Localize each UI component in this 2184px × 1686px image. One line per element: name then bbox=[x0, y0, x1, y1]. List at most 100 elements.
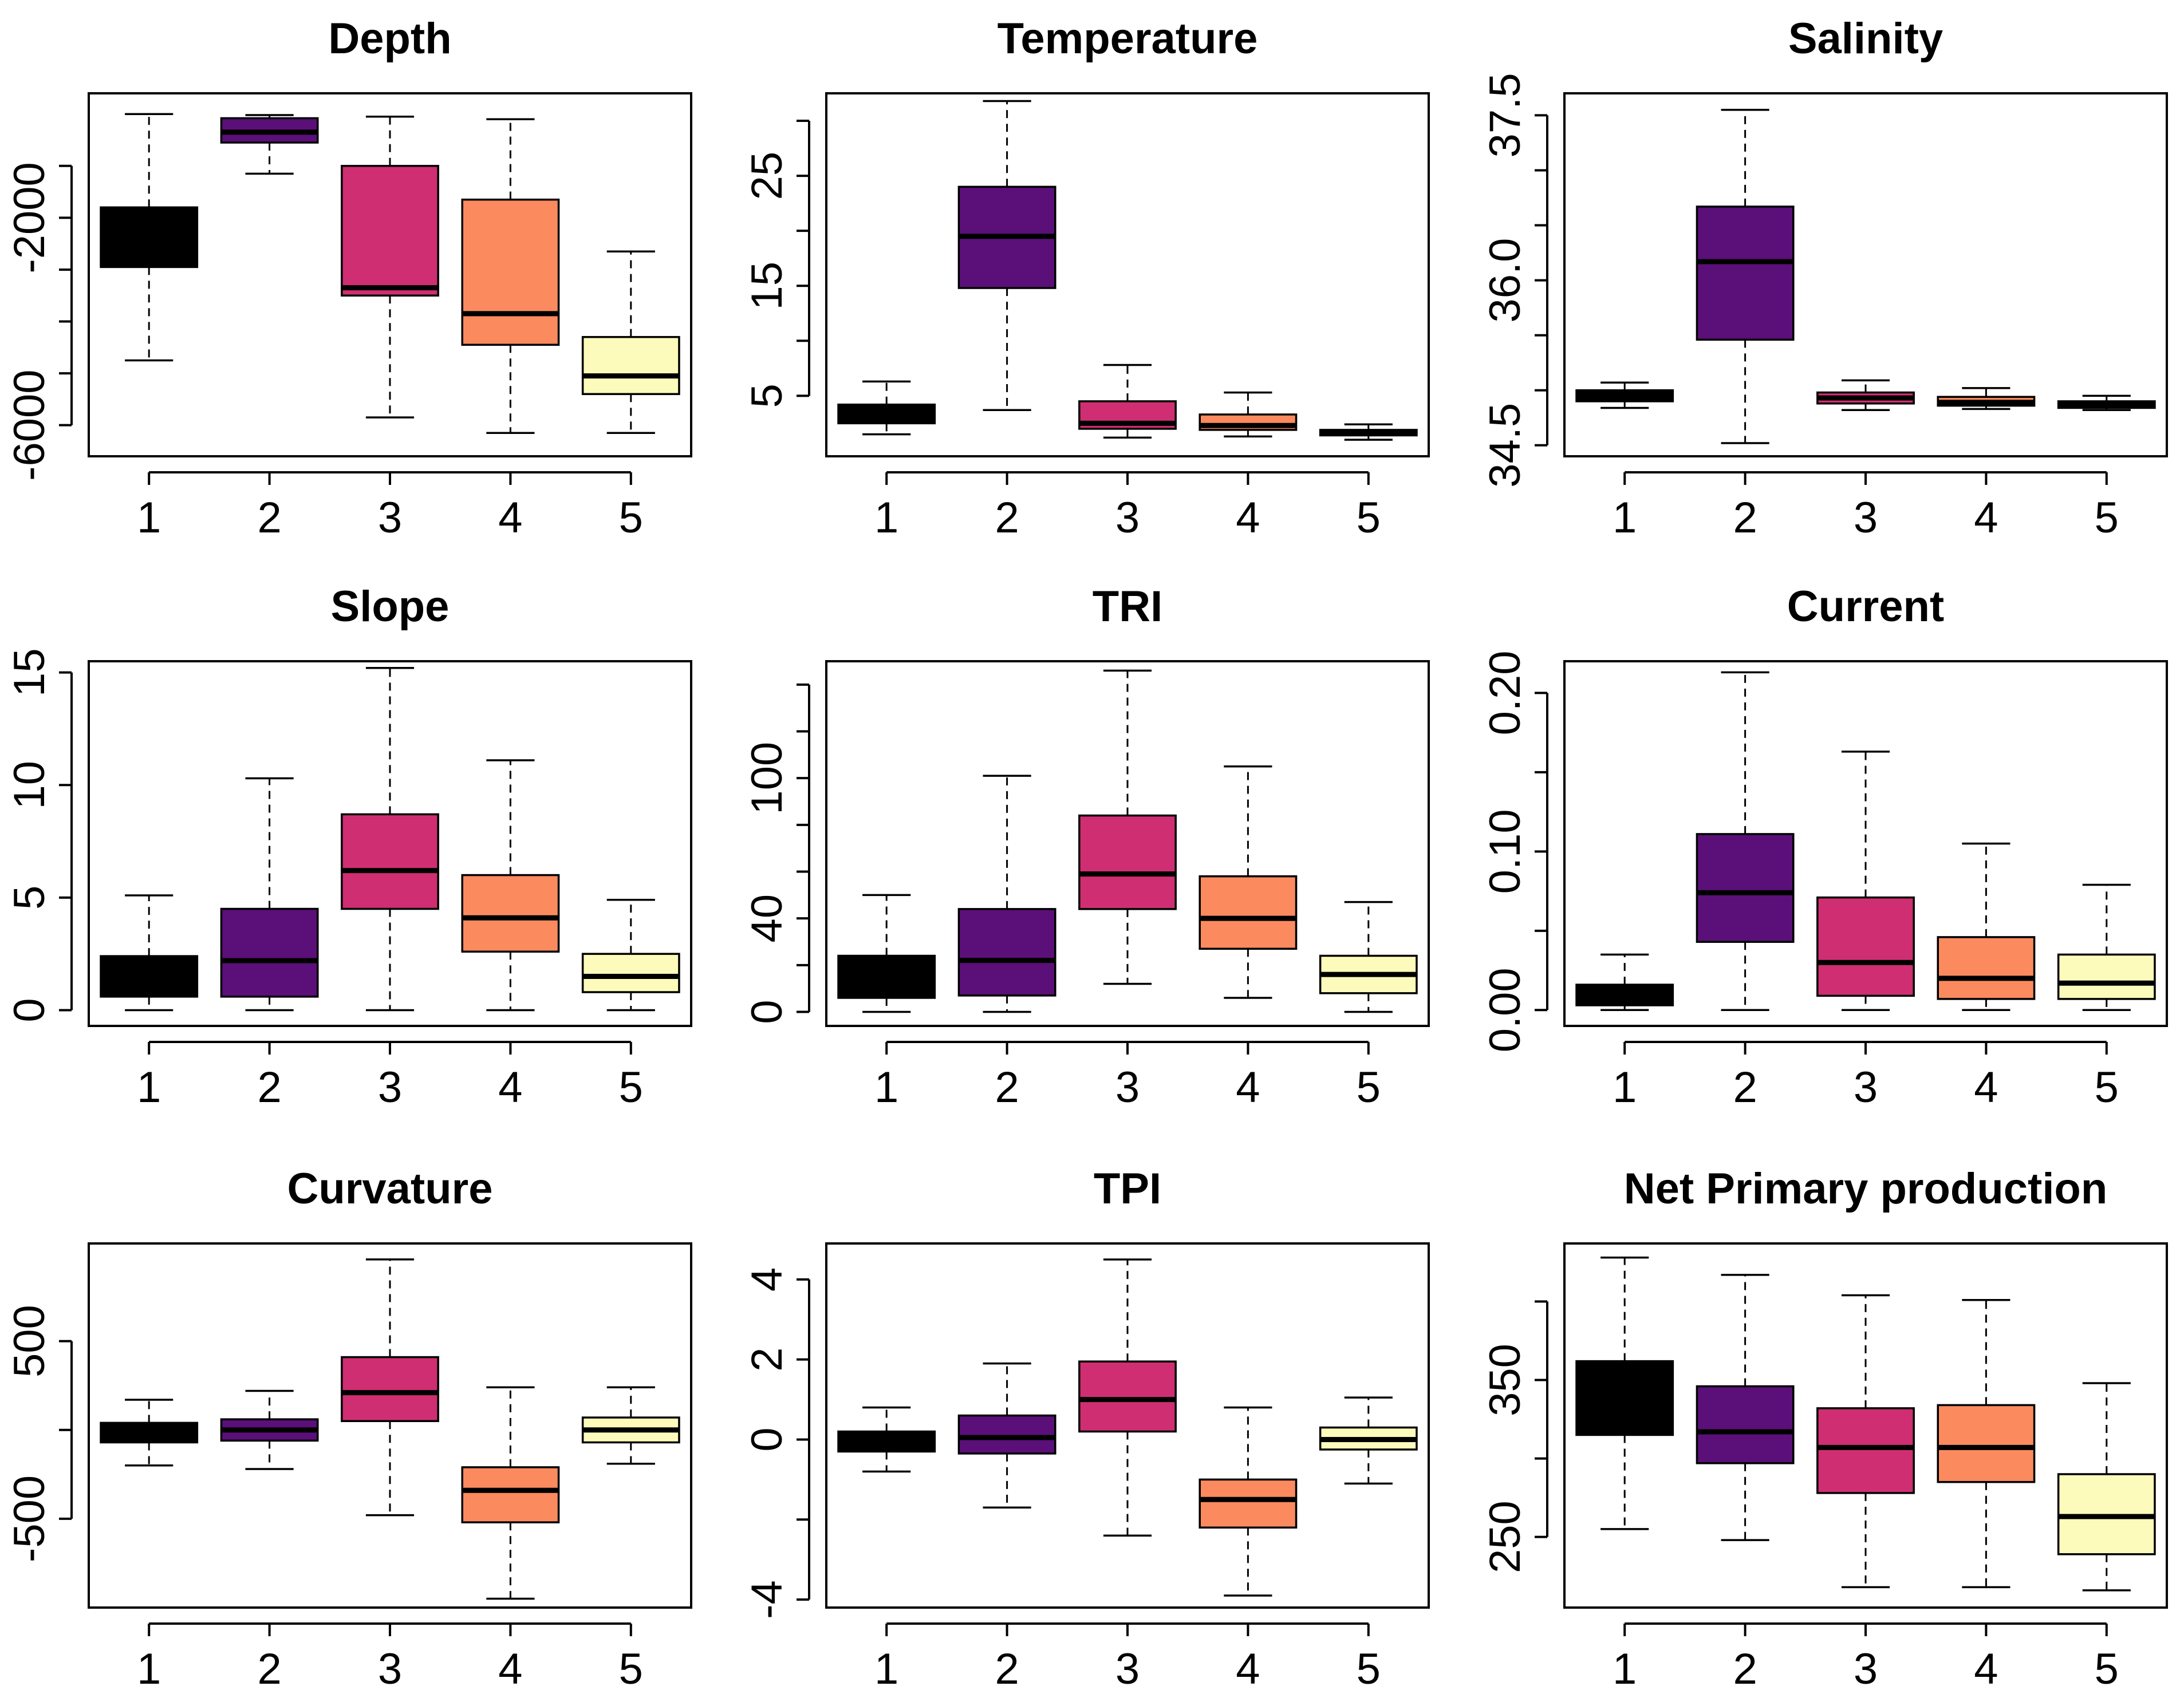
x-tick-label: 4 bbox=[1974, 1645, 1998, 1686]
x-tick-label: 4 bbox=[1974, 1063, 1998, 1112]
panel-title: Curvature bbox=[287, 1164, 493, 1213]
y-tick-label: 0.00 bbox=[1481, 968, 1529, 1052]
x-tick-label: 1 bbox=[137, 1645, 161, 1686]
y-tick-label: -4 bbox=[743, 1580, 791, 1619]
y-tick-label: 2 bbox=[743, 1348, 791, 1372]
y-tick-label: 15 bbox=[743, 262, 791, 310]
iqr-box bbox=[341, 813, 439, 910]
x-tick-label: 5 bbox=[2095, 493, 2119, 542]
plot-frame bbox=[825, 660, 1430, 1027]
iqr-box bbox=[461, 1466, 560, 1523]
box-current-3 bbox=[1816, 751, 1915, 1012]
x-tick-label: 4 bbox=[498, 493, 522, 542]
box-temperature-2 bbox=[957, 100, 1056, 412]
x-tick-label: 2 bbox=[1733, 1063, 1757, 1112]
box-tri-4 bbox=[1199, 765, 1298, 999]
iqr-box bbox=[581, 953, 680, 993]
iqr-box bbox=[957, 1414, 1056, 1455]
x-tick-label: 2 bbox=[995, 1645, 1019, 1686]
box-salinity-1 bbox=[1575, 381, 1674, 409]
y-tick-label: -6000 bbox=[5, 369, 54, 480]
x-tick-label: 1 bbox=[1613, 493, 1637, 542]
box-salinity-2 bbox=[1696, 109, 1795, 444]
iqr-box bbox=[100, 1422, 199, 1444]
x-tick-label: 3 bbox=[378, 1645, 402, 1686]
plot-frame bbox=[825, 92, 1430, 457]
x-tick-label: 1 bbox=[1613, 1645, 1637, 1686]
panel-slope: Slope 0 5 10 15 1 2 3 4 5 bbox=[5, 582, 692, 1112]
panel-title: Current bbox=[1787, 582, 1944, 631]
box-current-5 bbox=[2057, 883, 2156, 1012]
iqr-box bbox=[2057, 953, 2156, 1000]
x-tick-label: 3 bbox=[1854, 1063, 1878, 1112]
panel-title: TPI bbox=[1094, 1164, 1161, 1213]
x-tick-label: 4 bbox=[1236, 1645, 1260, 1686]
iqr-box bbox=[581, 335, 680, 396]
panel-current: Current 0.00 0.10 0.20 1 2 3 4 5 bbox=[1481, 582, 2168, 1112]
plot-frame bbox=[825, 1242, 1430, 1609]
y-tick-label: 4 bbox=[743, 1268, 791, 1292]
y-tick-label: 0.20 bbox=[1481, 650, 1529, 735]
box-salinity-5 bbox=[2057, 394, 2156, 412]
box-slope-4 bbox=[461, 759, 560, 1012]
box-tpi-1 bbox=[837, 1406, 936, 1473]
x-tick-label: 4 bbox=[1236, 1063, 1260, 1112]
y-tick-label: 500 bbox=[5, 1305, 54, 1377]
x-tick-label: 1 bbox=[137, 1063, 161, 1112]
box-slope-3 bbox=[341, 667, 439, 1012]
panel-title: Slope bbox=[331, 582, 450, 631]
x-tick-label: 2 bbox=[995, 493, 1019, 542]
box-slope-2 bbox=[220, 777, 319, 1012]
x-tick-label: 3 bbox=[378, 1063, 402, 1112]
iqr-box bbox=[461, 198, 560, 346]
panel-title: Salinity bbox=[1788, 14, 1943, 63]
box-tri-3 bbox=[1078, 669, 1177, 985]
y-tick-label: 10 bbox=[5, 761, 54, 810]
panel-title: TRI bbox=[1093, 582, 1162, 631]
y-tick-label: 0 bbox=[5, 998, 54, 1022]
y-tick-label: 0.10 bbox=[1481, 809, 1529, 894]
iqr-box bbox=[1696, 833, 1795, 943]
x-tick-label: 5 bbox=[1357, 1645, 1381, 1686]
box-curvature-4 bbox=[461, 1386, 560, 1600]
box-salinity-3 bbox=[1816, 379, 1915, 412]
panel-depth: Depth -6000 -2000 1 2 3 4 5 bbox=[5, 14, 692, 542]
panel-net-primary-production: Net Primary production 250 350 1 2 3 4 5 bbox=[1481, 1164, 2168, 1686]
iqr-box bbox=[1199, 1478, 1298, 1529]
panel-tri: TRI 0 40 100 1 2 3 4 5 bbox=[743, 582, 1430, 1112]
y-tick-label: 15 bbox=[5, 648, 54, 697]
box-slope-5 bbox=[581, 899, 680, 1012]
y-tick-label: 37.5 bbox=[1481, 73, 1529, 157]
y-tick-label: -500 bbox=[5, 1475, 54, 1562]
y-tick-label: 36.0 bbox=[1481, 238, 1529, 323]
x-tick-label: 4 bbox=[1974, 493, 1998, 542]
box-curvature-2 bbox=[220, 1389, 319, 1470]
x-tick-label: 3 bbox=[1115, 493, 1140, 542]
x-tick-label: 3 bbox=[1854, 493, 1878, 542]
x-tick-label: 1 bbox=[137, 493, 161, 542]
x-tick-label: 5 bbox=[1357, 1063, 1381, 1112]
box-depth-4 bbox=[461, 118, 560, 434]
x-tick-label: 2 bbox=[1733, 1645, 1757, 1686]
iqr-box bbox=[1816, 896, 1915, 997]
y-tick-label: 25 bbox=[743, 152, 791, 200]
box-curvature-5 bbox=[581, 1386, 680, 1465]
box-tpi-4 bbox=[1199, 1406, 1298, 1597]
plot-frame bbox=[1563, 92, 2168, 457]
iqr-box bbox=[1816, 1407, 1915, 1494]
box-net-primary-production-5 bbox=[2057, 1382, 2156, 1592]
box-tpi-2 bbox=[957, 1362, 1056, 1509]
box-current-1 bbox=[1575, 953, 1674, 1012]
x-tick-label: 1 bbox=[874, 493, 898, 542]
y-tick-label: 34.5 bbox=[1481, 403, 1529, 488]
box-tri-2 bbox=[957, 775, 1056, 1013]
y-tick-label: 5 bbox=[5, 886, 54, 910]
plot-frame bbox=[1563, 1242, 2168, 1609]
iqr-box bbox=[341, 165, 439, 297]
x-tick-label: 2 bbox=[995, 1063, 1019, 1112]
x-tick-label: 2 bbox=[257, 1063, 281, 1112]
x-tick-label: 3 bbox=[1115, 1645, 1140, 1686]
box-net-primary-production-3 bbox=[1816, 1294, 1915, 1589]
box-temperature-4 bbox=[1199, 391, 1298, 438]
panel-tpi: TPI -4 0 2 4 1 2 3 4 5 bbox=[743, 1164, 1430, 1686]
